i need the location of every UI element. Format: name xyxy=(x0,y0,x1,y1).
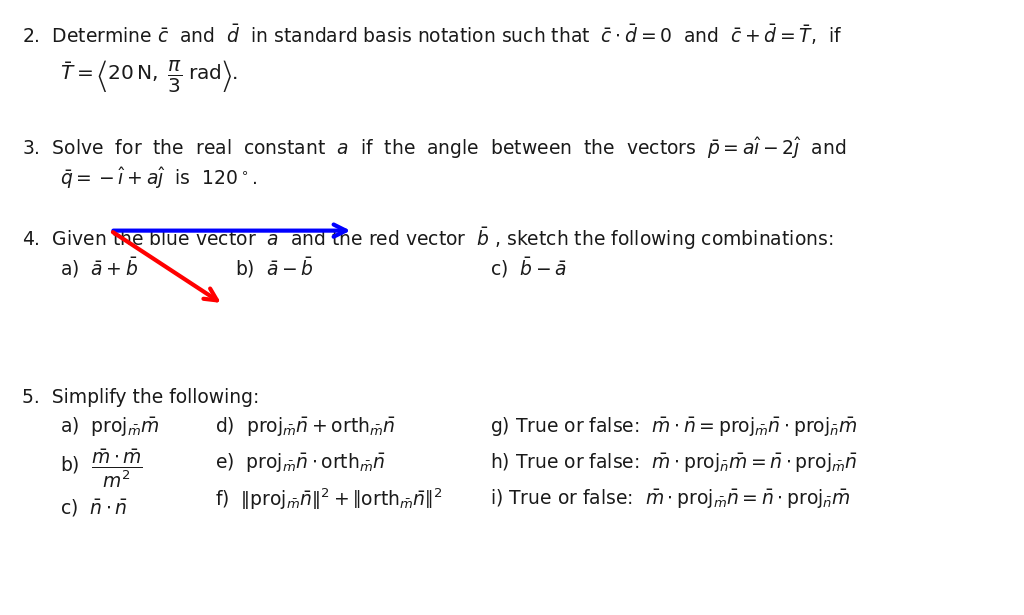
Text: $\bar{q}=-\hat{\imath}+a\hat{\jmath}$  is  $120^\circ$.: $\bar{q}=-\hat{\imath}+a\hat{\jmath}$ is… xyxy=(60,165,257,191)
Text: i) True or false:  $\bar{m}\cdot\mathrm{proj}_{\bar{m}}\bar{n}=\bar{n}\cdot\math: i) True or false: $\bar{m}\cdot\mathrm{p… xyxy=(490,487,851,510)
Text: $\bar{T}=\left\langle 20\,\mathrm{N},\;\dfrac{\pi}{3}\;\mathrm{rad}\right\rangle: $\bar{T}=\left\langle 20\,\mathrm{N},\;\… xyxy=(60,58,239,94)
Text: b)  $\dfrac{\bar{m}\cdot\bar{m}}{m^{2}}$: b) $\dfrac{\bar{m}\cdot\bar{m}}{m^{2}}$ xyxy=(60,448,143,490)
Text: 3.  Solve  for  the  real  constant  $a$  if  the  angle  between  the  vectors : 3. Solve for the real constant $a$ if th… xyxy=(22,135,847,161)
Text: d)  $\mathrm{proj}_{\bar{m}}\bar{n}+\mathrm{orth}_{\bar{m}}\bar{n}$: d) $\mathrm{proj}_{\bar{m}}\bar{n}+\math… xyxy=(215,415,395,438)
Text: c)  $\bar{b}-\bar{a}$: c) $\bar{b}-\bar{a}$ xyxy=(490,255,567,280)
Text: 4.  Given the blue vector  $\bar{a}$  and the red vector  $\bar{b}$ , sketch the: 4. Given the blue vector $\bar{a}$ and t… xyxy=(22,225,834,252)
Text: a)  $\mathrm{proj}_{\bar{m}}\bar{m}$: a) $\mathrm{proj}_{\bar{m}}\bar{m}$ xyxy=(60,415,160,438)
Text: h) True or false:  $\bar{m}\cdot\mathrm{proj}_{\bar{n}}\bar{m}=\bar{n}\cdot\math: h) True or false: $\bar{m}\cdot\mathrm{p… xyxy=(490,451,857,474)
Text: f)  $\left\|\mathrm{proj}_{\bar{m}}\bar{n}\right\|^{2}+\left\|\mathrm{orth}_{\ba: f) $\left\|\mathrm{proj}_{\bar{m}}\bar{n… xyxy=(215,487,442,512)
Text: a)  $\bar{a}+\bar{b}$: a) $\bar{a}+\bar{b}$ xyxy=(60,255,138,280)
Text: e)  $\mathrm{proj}_{\bar{m}}\bar{n}\cdot\mathrm{orth}_{\bar{m}}\bar{n}$: e) $\mathrm{proj}_{\bar{m}}\bar{n}\cdot\… xyxy=(215,451,385,474)
Text: 2.  Determine $\bar{c}$  and  $\bar{d}$  in standard basis notation such that  $: 2. Determine $\bar{c}$ and $\bar{d}$ in … xyxy=(22,22,842,47)
Text: 5.  Simplify the following:: 5. Simplify the following: xyxy=(22,388,259,407)
Text: c)  $\bar{n}\cdot\bar{n}$: c) $\bar{n}\cdot\bar{n}$ xyxy=(60,497,127,518)
Text: g) True or false:  $\bar{m}\cdot\bar{n}=\mathrm{proj}_{\bar{m}}\bar{n}\cdot\math: g) True or false: $\bar{m}\cdot\bar{n}=\… xyxy=(490,415,857,438)
Text: b)  $\bar{a}-\bar{b}$: b) $\bar{a}-\bar{b}$ xyxy=(234,255,313,280)
